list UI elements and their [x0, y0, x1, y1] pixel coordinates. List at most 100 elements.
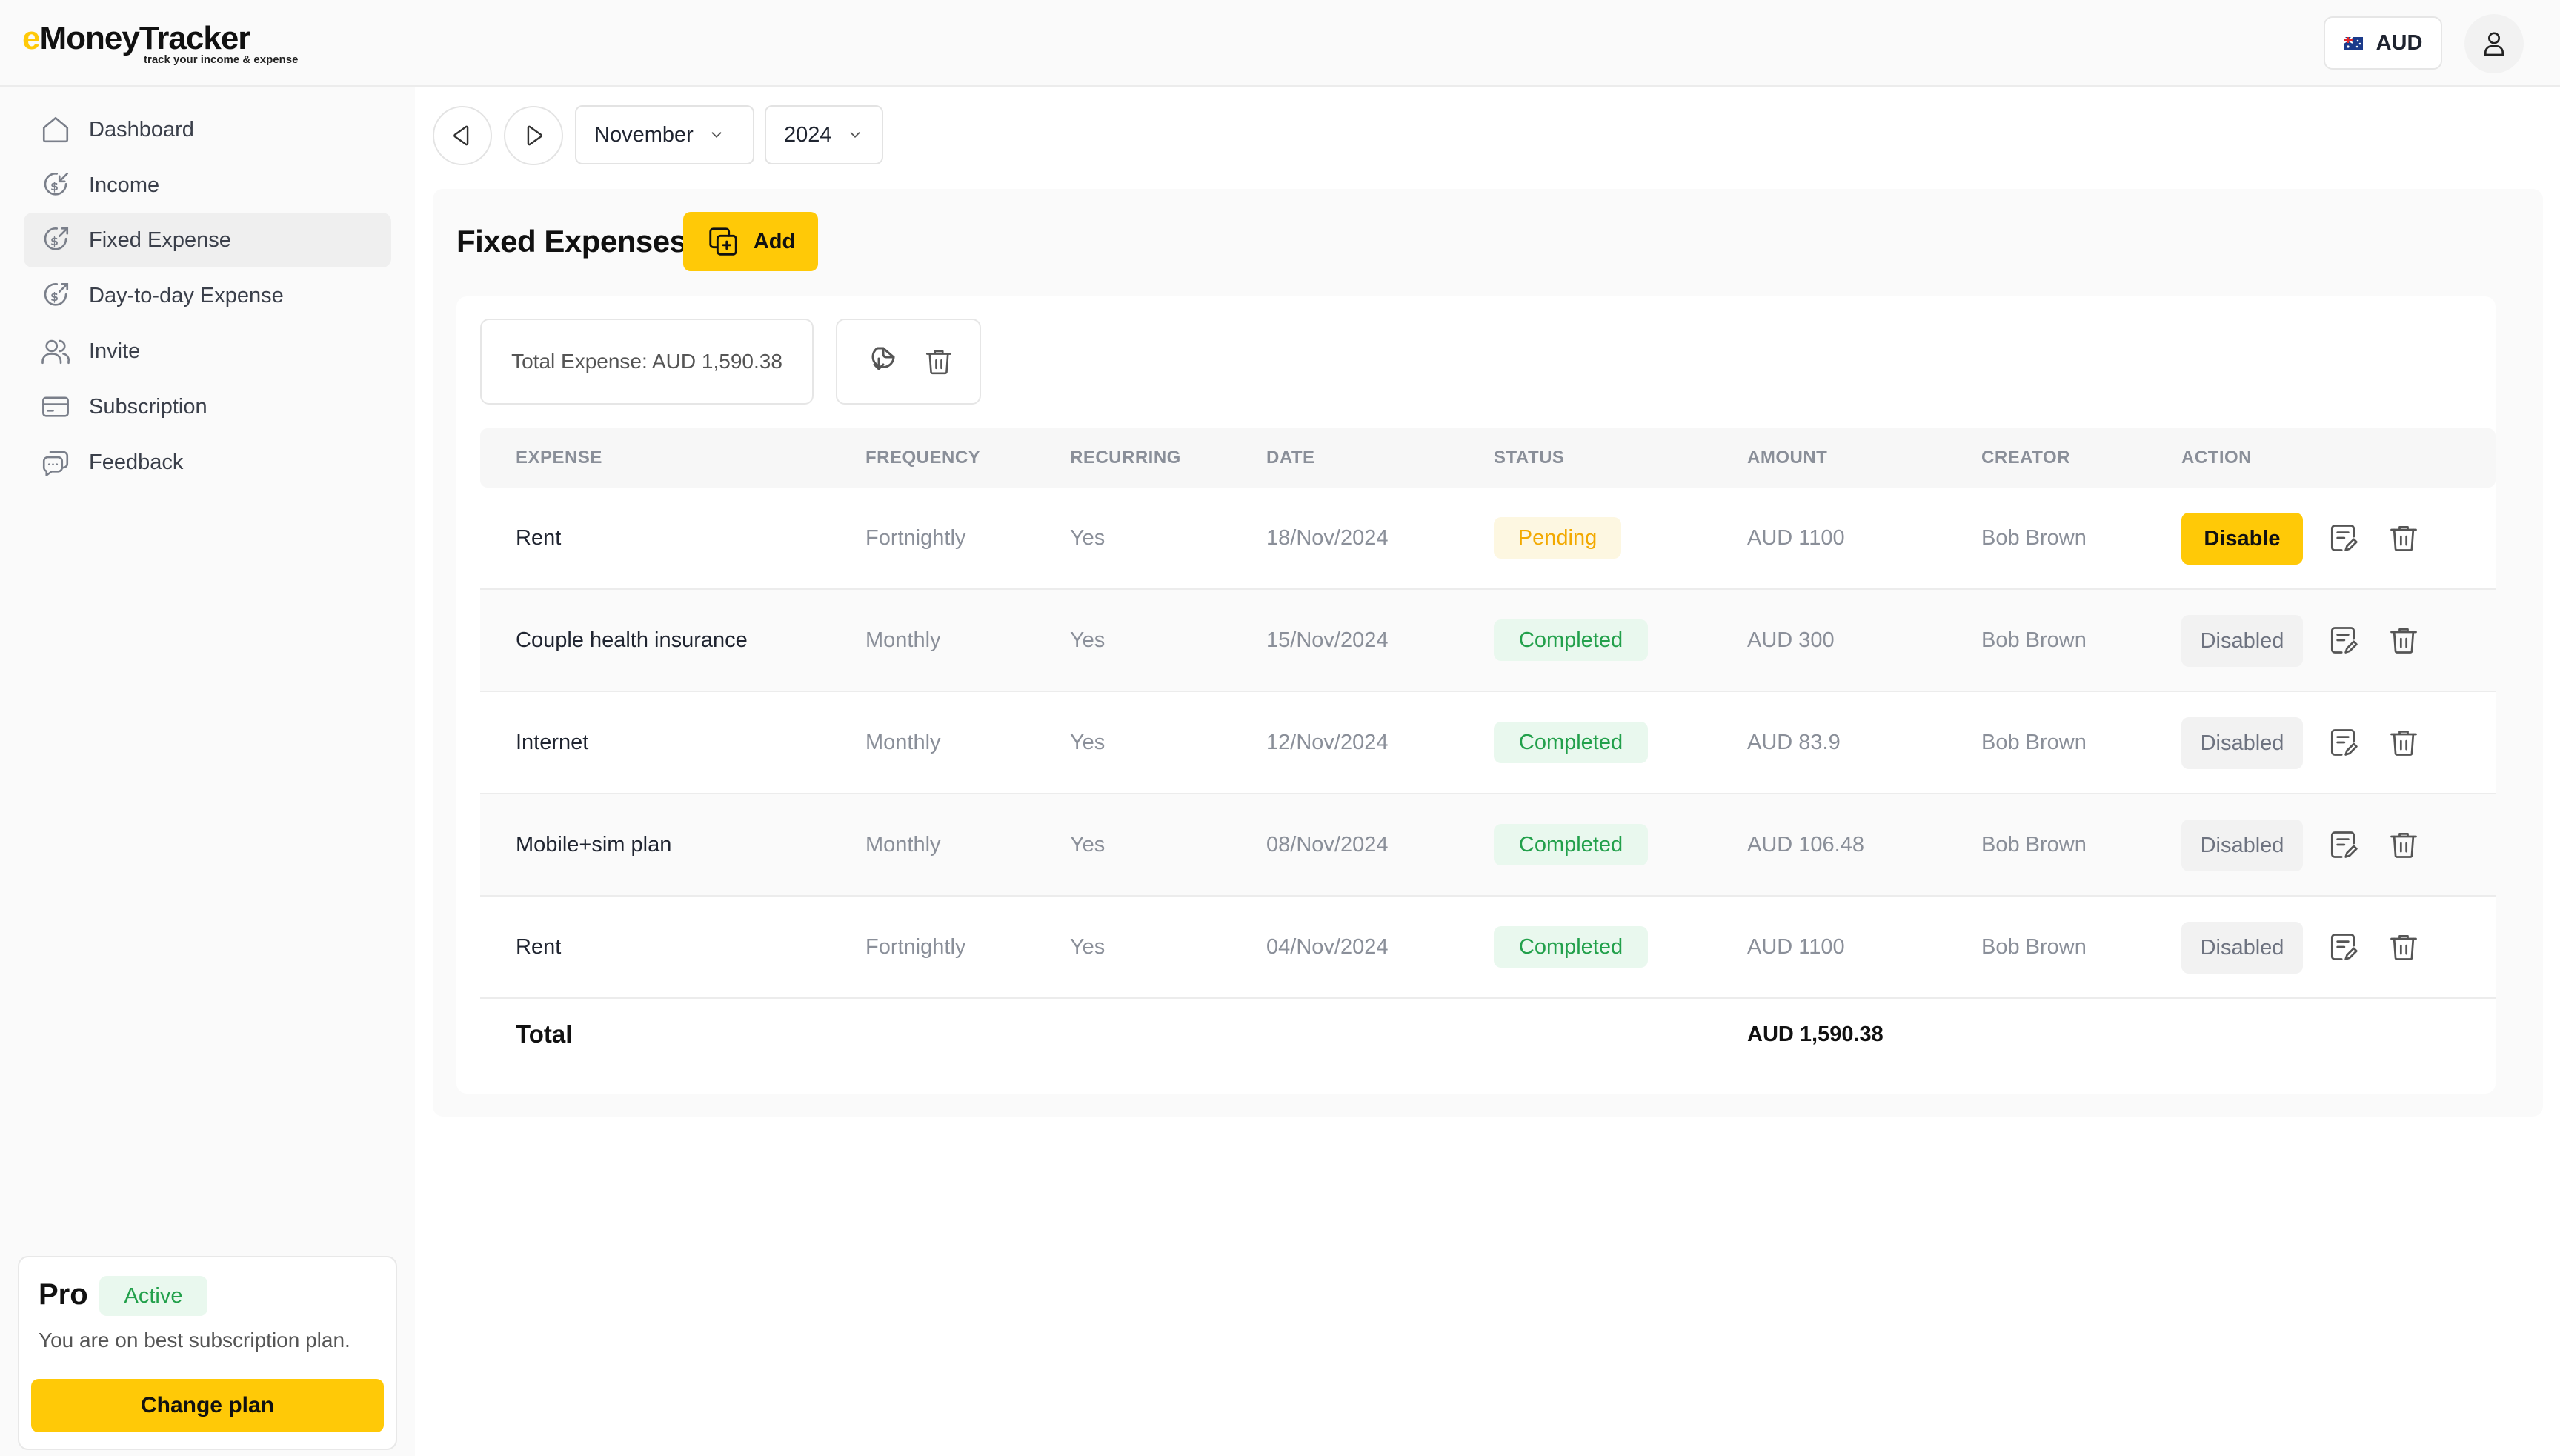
- table-row: Rent Fortnightly Yes 04/Nov/2024 Complet…: [480, 897, 2496, 999]
- sidebar-item-label: Fixed Expense: [89, 227, 231, 252]
- disable-button[interactable]: Disable: [2181, 513, 2303, 565]
- expense-recurring: Yes: [1070, 731, 1106, 754]
- edit-note-icon[interactable]: [2327, 726, 2359, 759]
- add-expense-button[interactable]: Add: [683, 212, 818, 271]
- australia-flag-icon: [2343, 36, 2363, 50]
- sidebar-item-fixed-expense[interactable]: $ Fixed Expense: [24, 213, 391, 267]
- month-select[interactable]: November: [575, 105, 754, 164]
- change-plan-button[interactable]: Change plan: [31, 1379, 384, 1432]
- column-header-frequency[interactable]: FREQUENCY: [865, 448, 981, 468]
- table-row: Rent Fortnightly Yes 18/Nov/2024 Pending…: [480, 488, 2496, 590]
- sidebar-item-subscription[interactable]: Subscription: [24, 379, 391, 434]
- edit-note-icon[interactable]: [2327, 828, 2359, 861]
- table-row: Couple health insurance Monthly Yes 15/N…: [480, 590, 2496, 692]
- expense-date: 08/Nov/2024: [1266, 833, 1389, 857]
- column-header-date[interactable]: DATE: [1266, 448, 1315, 468]
- download-icon[interactable]: [862, 344, 898, 379]
- expense-frequency: Monthly: [865, 731, 941, 754]
- sidebar-item-label: Income: [89, 173, 160, 197]
- edit-note-icon[interactable]: [2327, 931, 2359, 963]
- disabled-button[interactable]: Disabled: [2181, 615, 2303, 667]
- expense-creator: Bob Brown: [1981, 935, 2087, 959]
- sidebar-item-income[interactable]: $ Income: [24, 158, 391, 213]
- year-select[interactable]: 2024: [765, 105, 883, 164]
- expense-creator: Bob Brown: [1981, 628, 2087, 652]
- year-select-value: 2024: [784, 122, 832, 147]
- month-select-value: November: [594, 122, 694, 147]
- svg-text:$: $: [50, 290, 59, 304]
- disabled-button[interactable]: Disabled: [2181, 922, 2303, 974]
- status-badge: Completed: [1494, 619, 1648, 661]
- income-icon: $: [44, 172, 69, 196]
- expense-creator: Bob Brown: [1981, 731, 2087, 754]
- previous-icon: [453, 125, 469, 146]
- sidebar-item-feedback[interactable]: Feedback: [24, 435, 391, 490]
- plan-status-badge: Active: [99, 1276, 207, 1316]
- sidebar-item-label: Invite: [89, 339, 141, 363]
- trash-icon[interactable]: [2387, 828, 2420, 861]
- total-amount: AUD 1,590.38: [1747, 1023, 1884, 1046]
- sidebar: Dashboard $ Income $ Fixed Expense $ Day…: [0, 87, 415, 1456]
- home-icon: [42, 116, 69, 143]
- expense-amount: AUD 1100: [1747, 935, 1845, 959]
- sidebar-item-label: Dashboard: [89, 117, 194, 142]
- table-row: Mobile+sim plan Monthly Yes 08/Nov/2024 …: [480, 794, 2496, 897]
- trash-icon[interactable]: [2387, 931, 2420, 963]
- expense-date: 15/Nov/2024: [1266, 628, 1389, 652]
- column-header-recurring[interactable]: RECURRING: [1070, 448, 1181, 468]
- expense-recurring: Yes: [1070, 628, 1106, 652]
- expense-name: Internet: [516, 731, 589, 754]
- expense-name: Couple health insurance: [516, 628, 748, 652]
- sidebar-item-label: Subscription: [89, 394, 207, 419]
- trash-icon[interactable]: [923, 346, 954, 377]
- add-button-label: Add: [753, 229, 796, 253]
- column-header-expense[interactable]: EXPENSE: [516, 448, 602, 468]
- column-header-creator[interactable]: CREATOR: [1981, 448, 2070, 468]
- status-badge: Completed: [1494, 824, 1648, 865]
- expense-creator: Bob Brown: [1981, 833, 2087, 857]
- edit-note-icon[interactable]: [2327, 624, 2359, 656]
- status-badge: Pending: [1494, 517, 1621, 559]
- currency-selector[interactable]: AUD: [2324, 16, 2442, 70]
- column-header-action: ACTION: [2181, 448, 2252, 468]
- sidebar-item-invite[interactable]: Invite: [24, 324, 391, 379]
- user-menu-button[interactable]: [2464, 14, 2524, 73]
- trash-icon[interactable]: [2387, 522, 2420, 554]
- column-header-amount[interactable]: AMOUNT: [1747, 448, 1828, 468]
- currency-label: AUD: [2376, 30, 2423, 55]
- expense-recurring: Yes: [1070, 935, 1106, 959]
- expense-name: Rent: [516, 935, 562, 959]
- page-title: Fixed Expenses: [456, 224, 687, 259]
- app-logo[interactable]: eMoneyTracker track your income & expens…: [22, 21, 319, 68]
- expense-name: Mobile+sim plan: [516, 833, 672, 857]
- status-badge: Completed: [1494, 926, 1648, 968]
- expense-creator: Bob Brown: [1981, 526, 2087, 550]
- sidebar-item-dashboard[interactable]: Dashboard: [24, 102, 391, 157]
- user-icon: [2484, 32, 2504, 56]
- expense-recurring: Yes: [1070, 526, 1106, 550]
- trash-icon[interactable]: [2387, 624, 2420, 656]
- sidebar-item-day-to-day-expense[interactable]: $ Day-to-day Expense: [24, 268, 391, 323]
- disabled-button[interactable]: Disabled: [2181, 717, 2303, 769]
- subscription-plan-card: Pro Active You are on best subscription …: [18, 1256, 397, 1450]
- card-icon: [42, 396, 69, 417]
- bulk-actions: [836, 319, 981, 405]
- status-badge: Completed: [1494, 722, 1648, 763]
- expense-name: Rent: [516, 526, 562, 550]
- edit-note-icon[interactable]: [2327, 522, 2359, 554]
- table-row: Internet Monthly Yes 12/Nov/2024 Complet…: [480, 692, 2496, 794]
- expense-frequency: Fortnightly: [865, 935, 966, 959]
- column-header-status[interactable]: STATUS: [1494, 448, 1565, 468]
- expense-amount: AUD 1100: [1747, 526, 1845, 550]
- next-icon: [527, 125, 542, 146]
- chevron-down-icon: [711, 132, 722, 139]
- trash-icon[interactable]: [2387, 726, 2420, 759]
- disabled-button[interactable]: Disabled: [2181, 820, 2303, 871]
- expense-amount: AUD 300: [1747, 628, 1835, 652]
- total-label: Total: [516, 1020, 573, 1048]
- expense-date: 18/Nov/2024: [1266, 526, 1389, 550]
- expense-recurring: Yes: [1070, 833, 1106, 857]
- next-month-button[interactable]: [504, 106, 563, 165]
- previous-month-button[interactable]: [433, 106, 492, 165]
- expense-frequency: Fortnightly: [865, 526, 966, 550]
